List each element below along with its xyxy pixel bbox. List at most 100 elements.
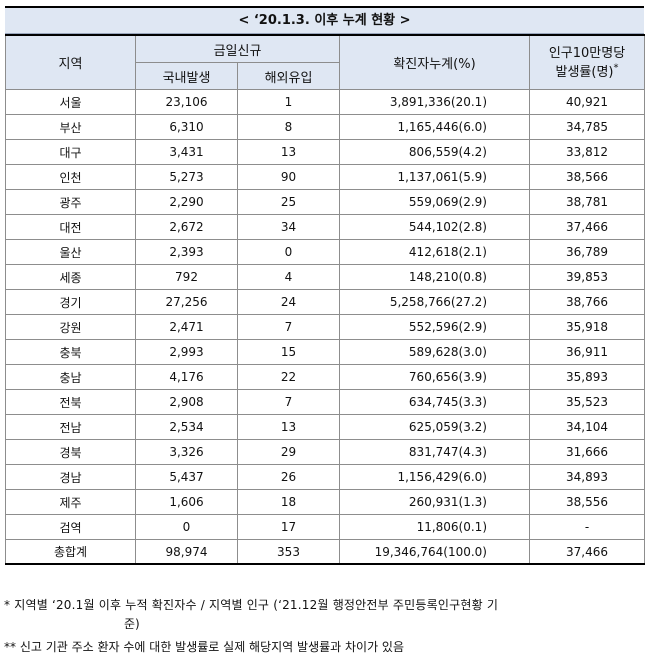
domestic-cell: 2,471 — [135, 314, 238, 340]
region-cell: 전북 — [5, 389, 136, 415]
domestic-cell: 2,534 — [135, 414, 238, 440]
overseas-cell: 0 — [237, 239, 340, 265]
header-per100k-line2: 발생률(명) — [555, 64, 614, 80]
footnotes: * 지역별 ‘20.1월 이후 누적 확진자수 / 지역별 인구 (‘21.12… — [4, 596, 644, 657]
header-overseas: 해외유입 — [237, 62, 340, 90]
cumulative-cell: 760,656(3.9) — [339, 364, 530, 390]
region-cell: 검역 — [5, 514, 136, 540]
region-cell: 제주 — [5, 489, 136, 515]
region-cell: 인천 — [5, 164, 136, 190]
footnote-1-line1: * 지역별 ‘20.1월 이후 누적 확진자수 / 지역별 인구 (‘21.12… — [4, 598, 499, 612]
domestic-cell: 792 — [135, 264, 238, 290]
overseas-cell: 25 — [237, 189, 340, 215]
header-per100k-line1: 인구10만명당 — [548, 45, 626, 61]
cumulative-cell: 3,891,336(20.1) — [339, 89, 530, 115]
cumulative-cell: 806,559(4.2) — [339, 139, 530, 165]
rate-cell: 39,853 — [529, 264, 645, 290]
domestic-cell: 2,672 — [135, 214, 238, 240]
rate-cell: 38,556 — [529, 489, 645, 515]
cumulative-cell: 1,137,061(5.9) — [339, 164, 530, 190]
overseas-cell: 26 — [237, 464, 340, 490]
overseas-cell: 1 — [237, 89, 340, 115]
domestic-cell: 2,290 — [135, 189, 238, 215]
cumulative-cell: 559,069(2.9) — [339, 189, 530, 215]
region-cell: 울산 — [5, 239, 136, 265]
table-row: 충남 4,176 22 760,656(3.9) 35,893 — [5, 364, 645, 390]
footnote-1-line2: 준) — [124, 617, 140, 631]
header-region: 지역 — [5, 34, 136, 90]
domestic-cell: 3,431 — [135, 139, 238, 165]
rate-cell: 37,466 — [529, 214, 645, 240]
overseas-cell: 13 — [237, 139, 340, 165]
rate-cell: 35,918 — [529, 314, 645, 340]
cumulative-cell: 11,806(0.1) — [339, 514, 530, 540]
rate-cell: 40,921 — [529, 89, 645, 115]
rate-cell: 36,789 — [529, 239, 645, 265]
rate-cell: 38,781 — [529, 189, 645, 215]
region-cell: 강원 — [5, 314, 136, 340]
overseas-cell: 7 — [237, 389, 340, 415]
overseas-cell: 34 — [237, 214, 340, 240]
rate-cell: 38,566 — [529, 164, 645, 190]
overseas-cell: 18 — [237, 489, 340, 515]
rate-cell: 34,893 — [529, 464, 645, 490]
cumulative-cell: 589,628(3.0) — [339, 339, 530, 365]
domestic-cell: 23,106 — [135, 89, 238, 115]
region-cell: 경북 — [5, 439, 136, 465]
cumulative-cell: 19,346,764(100.0) — [339, 539, 530, 565]
table-row: 부산 6,310 8 1,165,446(6.0) 34,785 — [5, 114, 645, 140]
table-row: 광주 2,290 25 559,069(2.9) 38,781 — [5, 189, 645, 215]
cumulative-cell: 148,210(0.8) — [339, 264, 530, 290]
domestic-cell: 27,256 — [135, 289, 238, 315]
overseas-cell: 24 — [237, 289, 340, 315]
rate-cell: 38,766 — [529, 289, 645, 315]
table-title: < ‘20.1.3. 이후 누계 현황 > — [5, 6, 644, 34]
rate-cell: 35,523 — [529, 389, 645, 415]
table-row: 제주 1,606 18 260,931(1.3) 38,556 — [5, 489, 645, 515]
overseas-cell: 90 — [237, 164, 340, 190]
domestic-cell: 4,176 — [135, 364, 238, 390]
region-cell: 광주 — [5, 189, 136, 215]
rate-cell: - — [529, 514, 645, 540]
table-row: 경기 27,256 24 5,258,766(27.2) 38,766 — [5, 289, 645, 315]
overseas-cell: 17 — [237, 514, 340, 540]
table-row: 전남 2,534 13 625,059(3.2) 34,104 — [5, 414, 645, 440]
region-cell: 충남 — [5, 364, 136, 390]
region-cell: 서울 — [5, 89, 136, 115]
header-per100k-mark: * — [613, 62, 619, 74]
domestic-cell: 2,908 — [135, 389, 238, 415]
footnote-2: ** 신고 기관 주소 환자 수에 대한 발생률로 실제 해당지역 발생률과 차… — [4, 640, 405, 654]
domestic-cell: 2,993 — [135, 339, 238, 365]
table-body: 서울 23,106 1 3,891,336(20.1) 40,921 부산 6,310 8 1,… — [5, 89, 645, 565]
overseas-cell: 8 — [237, 114, 340, 140]
overseas-cell: 4 — [237, 264, 340, 290]
table-row: 대구 3,431 13 806,559(4.2) 33,812 — [5, 139, 645, 165]
table-row: 울산 2,393 0 412,618(2.1) 36,789 — [5, 239, 645, 265]
table-row: 총합계 98,974 353 19,346,764(100.0) 37,466 — [5, 539, 645, 565]
cumulative-cell: 544,102(2.8) — [339, 214, 530, 240]
region-cell: 세종 — [5, 264, 136, 290]
cumulative-cell: 1,165,446(6.0) — [339, 114, 530, 140]
cumulative-cell: 1,156,429(6.0) — [339, 464, 530, 490]
table-row: 강원 2,471 7 552,596(2.9) 35,918 — [5, 314, 645, 340]
region-cell: 부산 — [5, 114, 136, 140]
domestic-cell: 0 — [135, 514, 238, 540]
cumulative-cell: 634,745(3.3) — [339, 389, 530, 415]
overseas-cell: 22 — [237, 364, 340, 390]
domestic-cell: 1,606 — [135, 489, 238, 515]
region-cell: 전남 — [5, 414, 136, 440]
rate-cell: 37,466 — [529, 539, 645, 565]
rate-cell: 35,893 — [529, 364, 645, 390]
table-row: 충북 2,993 15 589,628(3.0) 36,911 — [5, 339, 645, 365]
header-domestic: 국내발생 — [135, 62, 238, 90]
domestic-cell: 5,273 — [135, 164, 238, 190]
cumulative-cell: 552,596(2.9) — [339, 314, 530, 340]
rate-cell: 36,911 — [529, 339, 645, 365]
region-cell: 총합계 — [5, 539, 136, 565]
rate-cell: 34,104 — [529, 414, 645, 440]
domestic-cell: 6,310 — [135, 114, 238, 140]
region-cell: 대전 — [5, 214, 136, 240]
region-cell: 경남 — [5, 464, 136, 490]
domestic-cell: 98,974 — [135, 539, 238, 565]
table-row: 경남 5,437 26 1,156,429(6.0) 34,893 — [5, 464, 645, 490]
